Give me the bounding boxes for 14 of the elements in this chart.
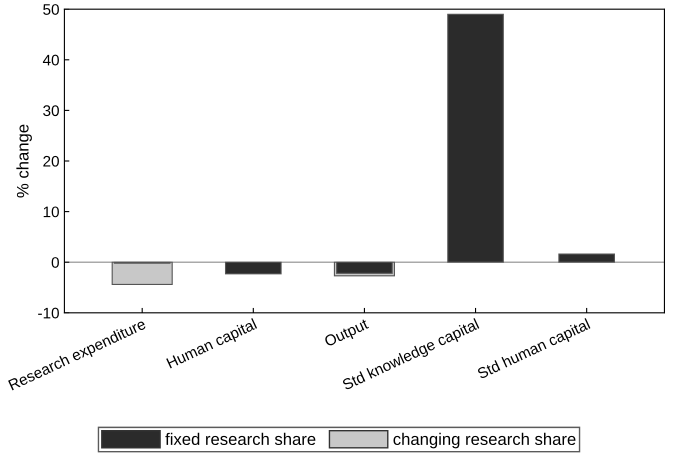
y-tick-label: 20 [43, 156, 59, 167]
y-tick-label: 30 [43, 105, 59, 116]
bar [447, 14, 504, 263]
bar [558, 254, 615, 263]
bar [224, 262, 282, 274]
y-tick-label: 50 [43, 4, 59, 15]
legend-label: fixed research share [165, 432, 316, 446]
legend-label: changing research share [393, 432, 576, 448]
y-tick-label: -10 [38, 308, 59, 318]
y-axis-title: % change [16, 124, 32, 198]
y-tick-label: 10 [44, 206, 59, 218]
y-tick-label: 0 [52, 257, 59, 268]
bar [112, 262, 173, 286]
y-tick-label: 40 [42, 54, 59, 66]
